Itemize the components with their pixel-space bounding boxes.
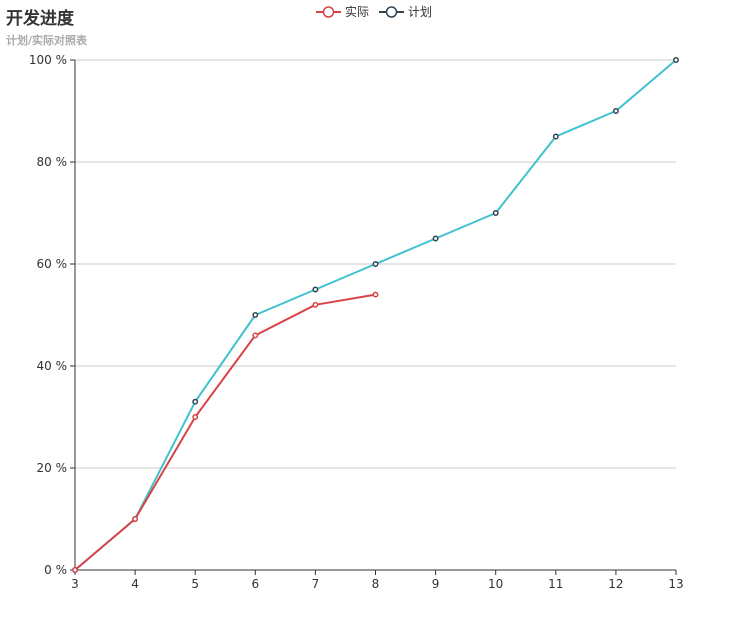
data-point-plan[interactable] xyxy=(252,312,259,318)
chart-subtitle: 计划/实际对照表 xyxy=(6,34,88,47)
data-point-plan[interactable] xyxy=(612,108,619,114)
x-tick-label: 9 xyxy=(432,577,440,591)
x-tick-label: 10 xyxy=(488,577,503,591)
data-point-actual[interactable] xyxy=(372,291,379,298)
data-point-plan[interactable] xyxy=(492,210,499,216)
y-tick-label: 100 % xyxy=(29,53,67,67)
legend-plan-label: 计划 xyxy=(408,5,433,19)
data-point-actual[interactable] xyxy=(252,332,259,339)
x-tick-label: 8 xyxy=(372,577,380,591)
x-tick-label: 3 xyxy=(71,577,79,591)
x-tick-label: 11 xyxy=(548,577,563,591)
y-tick-label: 20 % xyxy=(37,461,68,475)
data-point-plan[interactable] xyxy=(372,261,379,267)
y-tick-label: 40 % xyxy=(37,359,68,373)
legend-actual-line-icon xyxy=(316,5,341,18)
data-point-plan[interactable] xyxy=(192,398,199,405)
chart-title: 开发进度 xyxy=(6,9,74,29)
legend-item-plan[interactable]: 计划 xyxy=(379,3,432,20)
legend-plan-line-icon xyxy=(379,5,405,18)
x-tick-label: 4 xyxy=(131,577,139,591)
y-tick-label: 60 % xyxy=(37,257,68,271)
data-point-actual[interactable] xyxy=(72,567,78,573)
x-tick-label: 12 xyxy=(608,577,623,591)
data-point-actual[interactable] xyxy=(312,301,319,308)
series-line-plan xyxy=(74,59,677,571)
data-point-actual[interactable] xyxy=(132,516,139,522)
legend-item-actual[interactable]: 实际 xyxy=(316,3,369,20)
data-point-plan[interactable] xyxy=(673,57,679,63)
data-point-plan[interactable] xyxy=(432,235,439,242)
data-point-actual[interactable] xyxy=(192,414,199,420)
series-line-actual xyxy=(74,293,376,571)
y-tick-label: 0 % xyxy=(44,563,67,577)
x-tick-label: 5 xyxy=(191,577,199,591)
x-tick-label: 7 xyxy=(312,577,320,591)
data-point-plan[interactable] xyxy=(312,286,319,293)
data-point-plan[interactable] xyxy=(552,133,559,140)
legend-actual-label: 实际 xyxy=(345,5,370,19)
y-tick-label: 80 % xyxy=(37,155,68,169)
x-tick-label: 6 xyxy=(251,577,259,591)
chart-legend: 实际 计划 xyxy=(316,3,432,20)
x-tick-label: 13 xyxy=(668,577,683,591)
